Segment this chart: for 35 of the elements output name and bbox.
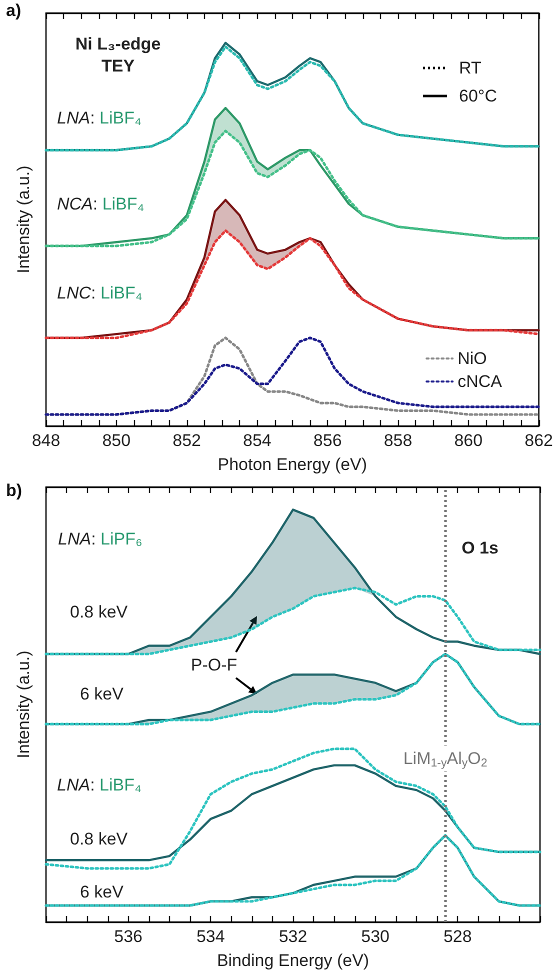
chart-title: a) [6, 1, 22, 20]
y-axis-title: Intensity (a.u.) [14, 650, 33, 758]
x-tick-label: 528 [443, 927, 472, 946]
annotation: P-O-F [190, 656, 238, 674]
legend-label: NiO [458, 349, 487, 368]
x-tick-label: 858 [384, 431, 412, 450]
annotation: 6 keV [80, 882, 124, 902]
x-tick-label: 860 [454, 431, 483, 450]
x-tick-label: 534 [196, 927, 225, 946]
annotation: LNA: LiPF₆ [58, 530, 142, 548]
x-tick-label: 532 [278, 927, 308, 946]
annotation: RT [459, 58, 482, 78]
annotation: LNA: LiBF₄ [57, 108, 142, 128]
x-tick-label: 536 [114, 927, 143, 946]
annotation: NCA: LiBF₄ [57, 194, 144, 214]
x-axis-title: Photon Energy (eV) [218, 455, 368, 474]
annotation: 6 keV [80, 684, 124, 704]
annotation: LNA: LiBF₄ [57, 776, 142, 794]
x-tick-label: 850 [102, 431, 131, 450]
x-tick-label: 530 [361, 927, 390, 946]
chart-title: b) [6, 481, 22, 500]
annotation: O 1s [462, 538, 498, 558]
annotation: Ni L₃-edge TEY [75, 34, 161, 76]
x-tick-label: 854 [243, 431, 272, 450]
annotation: 0.8 keV [70, 830, 128, 848]
x-tick-label: 848 [32, 431, 60, 450]
x-axis-title: Binding Energy (eV) [216, 951, 370, 970]
y-axis-title: Intensity (a.u.) [14, 166, 33, 274]
annotation: 60°C [459, 86, 497, 106]
x-tick-label: 862 [524, 431, 554, 450]
x-tick-label: 852 [172, 431, 201, 450]
annotation: 0.8 keV [70, 602, 128, 622]
annotation: LNC: LiBF₄ [57, 284, 142, 302]
x-tick-label: 856 [313, 431, 342, 450]
legend-label: cNCA [458, 372, 503, 391]
